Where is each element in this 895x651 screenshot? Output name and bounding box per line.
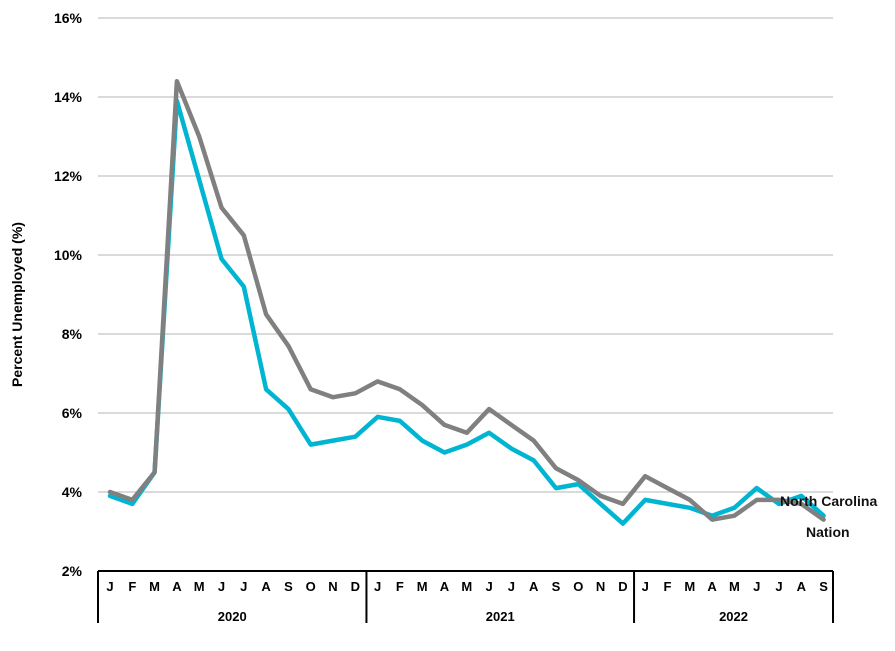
series-line [107, 98, 826, 526]
x-tick-label: J [218, 579, 225, 594]
x-tick-label: A [707, 579, 717, 594]
x-tick-label: S [819, 579, 828, 594]
x-tick-label: N [328, 579, 337, 594]
x-tick-label: A [261, 579, 271, 594]
y-tick-label: 16% [54, 10, 83, 26]
x-tick-label: F [128, 579, 136, 594]
x-tick-label: J [106, 579, 113, 594]
series-line [107, 78, 826, 522]
x-tick-label: A [529, 579, 539, 594]
x-tick-label: A [172, 579, 182, 594]
y-tick-label: 14% [54, 89, 83, 105]
x-tick-label: N [596, 579, 605, 594]
x-tick-label: M [194, 579, 205, 594]
y-tick-labels: 2% 4% 6% 8% 10% 12% 14% 16% [54, 10, 83, 579]
x-tick-label: J [753, 579, 760, 594]
x-tick-label: F [664, 579, 672, 594]
x-tick-label: J [642, 579, 649, 594]
x-tick-label: M [684, 579, 695, 594]
x-tick-label: A [440, 579, 450, 594]
x-tick-label: O [306, 579, 316, 594]
series-labels: North Carolina Nation [780, 493, 877, 540]
y-tick-label: 12% [54, 168, 83, 184]
x-tick-label: M [149, 579, 160, 594]
x-tick-label: J [508, 579, 515, 594]
grid-layer [98, 17, 833, 493]
year-label: 2022 [719, 609, 748, 624]
year-label: 2021 [486, 609, 515, 624]
x-tick-label: O [573, 579, 583, 594]
x-tick-label: M [461, 579, 472, 594]
y-tick-label: 10% [54, 247, 83, 263]
y-tick-label: 8% [62, 326, 83, 342]
x-tick-label: S [552, 579, 561, 594]
series-label: North Carolina [780, 493, 877, 509]
year-label: 2020 [218, 609, 247, 624]
x-tick-label: D [618, 579, 627, 594]
x-tick-label: A [797, 579, 807, 594]
series-lines [107, 78, 826, 526]
y-axis-label: Percent Unemployed (%) [9, 222, 25, 387]
y-tick-label: 2% [62, 563, 83, 579]
x-tick-label: M [417, 579, 428, 594]
x-tick-label: J [374, 579, 381, 594]
y-tick-label: 6% [62, 405, 83, 421]
x-tick-label: J [240, 579, 247, 594]
x-tick-label: J [775, 579, 782, 594]
x-tick-label: M [729, 579, 740, 594]
x-tick-label: S [284, 579, 293, 594]
x-tick-label: F [396, 579, 404, 594]
series-label: Nation [806, 524, 850, 540]
y-tick-label: 4% [62, 484, 83, 500]
x-tick-label: D [351, 579, 360, 594]
x-tick-label: J [485, 579, 492, 594]
